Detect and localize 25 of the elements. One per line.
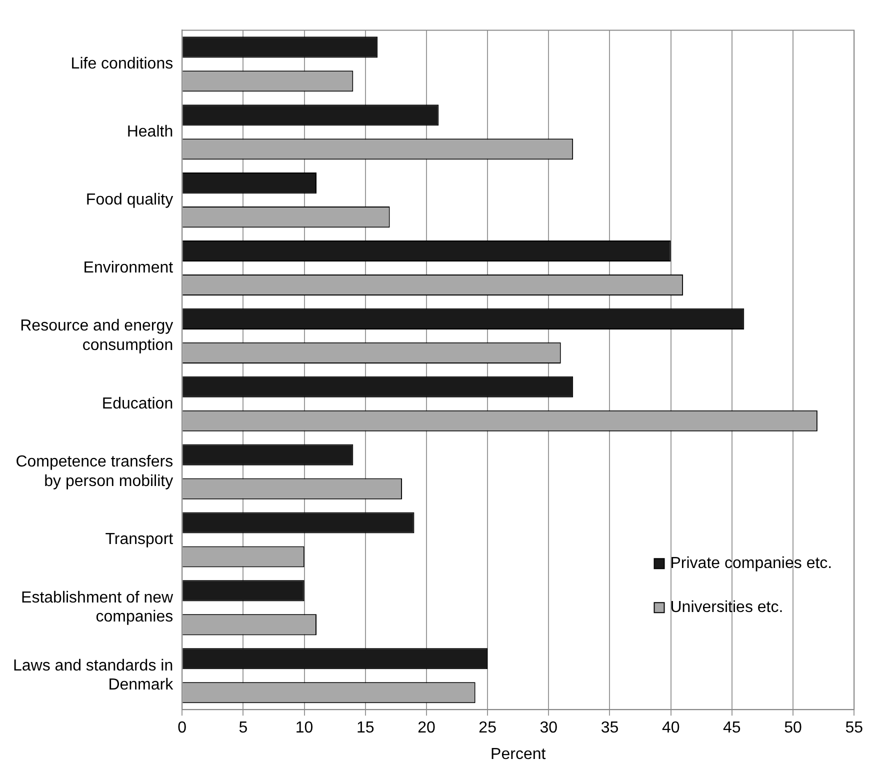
x-tick-label: 25 (478, 720, 497, 737)
x-tick-label: 0 (178, 720, 187, 737)
y-tick-label: Life conditions (70, 56, 174, 73)
y-tick-label: Resource and energy consumption (20, 318, 174, 354)
x-tick-label: 15 (356, 720, 374, 737)
y-tick-label: Competence transfers by person mobility (16, 454, 174, 490)
y-tick-label: Environment (83, 259, 174, 276)
y-tick-label: Transport (105, 531, 174, 548)
x-tick-label: 45 (723, 720, 741, 737)
x-tick-label: 10 (295, 720, 314, 737)
x-tick-label: 20 (418, 720, 436, 737)
x-tick-label: 30 (540, 720, 558, 737)
x-tick-label: 35 (600, 720, 619, 737)
y-tick-label: Food quality (86, 191, 174, 208)
x-tick-label: 50 (784, 720, 802, 737)
legend-label: Private companies etc. (670, 555, 832, 572)
y-tick-label: Laws and standards in Denmark (12, 657, 174, 694)
y-tick-label: Education (102, 395, 174, 412)
x-axis-title: Percent (490, 746, 546, 763)
legend-label: Universities etc. (670, 599, 784, 616)
x-tick-label: 55 (845, 720, 864, 737)
y-tick-label: Establishment of new companies (21, 589, 174, 626)
y-tick-label: Health (126, 124, 174, 141)
x-tick-label: 40 (662, 720, 680, 737)
x-tick-label: 5 (238, 720, 248, 737)
